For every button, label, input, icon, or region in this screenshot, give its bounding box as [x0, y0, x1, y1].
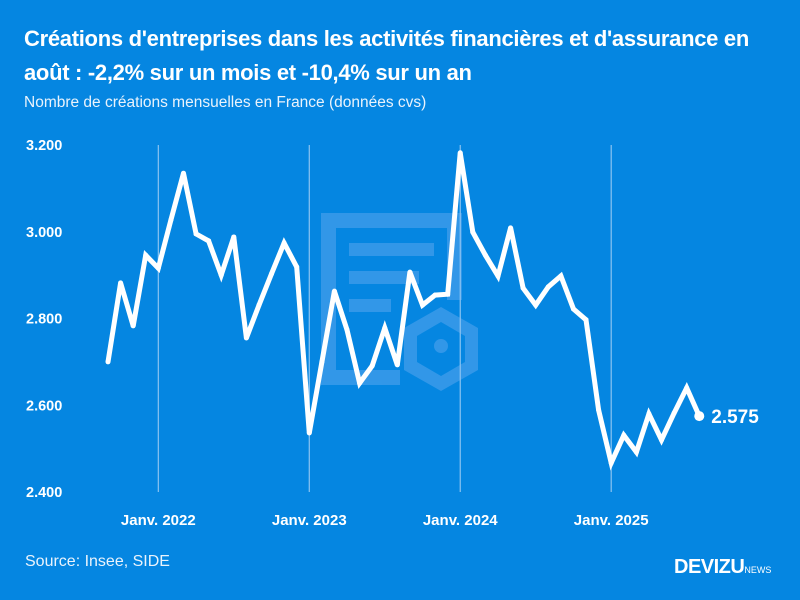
data-point	[558, 273, 564, 279]
data-point	[281, 240, 287, 246]
data-point	[633, 449, 639, 455]
data-point	[382, 325, 388, 331]
data-point	[306, 430, 312, 436]
data-point	[243, 335, 249, 341]
y-tick-label: 2.600	[26, 398, 62, 414]
y-tick-label: 2.800	[26, 312, 62, 328]
y-tick-label: 3.200	[26, 138, 62, 154]
data-point	[130, 323, 136, 329]
data-point	[155, 265, 161, 271]
y-tick-label: 3.000	[26, 225, 62, 241]
data-point	[495, 273, 501, 279]
data-point	[608, 460, 614, 466]
chart-subtitle: Nombre de créations mensuelles en France…	[24, 94, 427, 111]
y-axis-ticks: 3.200 3.000 2.800 2.600 2.400	[26, 138, 62, 501]
chart-title: Créations d'entreprises dans les activit…	[24, 26, 749, 85]
series-points	[105, 150, 702, 466]
data-point	[596, 407, 602, 413]
data-point	[659, 437, 665, 443]
data-point	[508, 225, 514, 231]
data-point	[482, 252, 488, 258]
data-point	[143, 252, 149, 258]
data-point	[432, 292, 438, 298]
data-point	[369, 363, 375, 369]
data-point	[206, 238, 212, 244]
data-point	[545, 284, 551, 290]
source-note: Source: Insee, SIDE	[25, 553, 170, 570]
data-point	[168, 217, 174, 223]
gridlines	[157, 145, 612, 492]
end-value-label: 2.575	[711, 407, 759, 428]
data-point	[218, 272, 224, 278]
devizu-logo: DEVIZUNEWS	[674, 556, 771, 579]
data-point	[256, 302, 262, 308]
data-point	[319, 359, 325, 365]
data-point	[533, 302, 539, 308]
data-point	[294, 264, 300, 270]
data-point	[269, 271, 275, 277]
data-point	[105, 359, 111, 365]
data-point	[583, 317, 589, 323]
data-point	[457, 150, 463, 156]
data-point	[570, 306, 576, 312]
y-tick-label: 2.400	[26, 485, 62, 501]
data-point	[407, 269, 413, 275]
logo-suffix: NEWS	[744, 565, 772, 575]
data-point	[671, 410, 677, 416]
data-point	[180, 170, 186, 176]
data-point	[684, 385, 690, 391]
data-point	[394, 362, 400, 368]
x-tick-label: Janv. 2022	[121, 512, 196, 529]
data-point	[445, 291, 451, 297]
data-point	[470, 229, 476, 235]
data-point	[357, 380, 363, 386]
data-point	[344, 327, 350, 333]
data-point	[520, 285, 526, 291]
data-point	[193, 231, 199, 237]
data-point	[331, 288, 337, 294]
x-tick-label: Janv. 2023	[272, 512, 347, 529]
watermark-logo-icon	[321, 213, 478, 391]
data-point	[420, 302, 425, 308]
x-tick-label: Janv. 2024	[423, 512, 498, 529]
end-point-marker	[694, 411, 705, 422]
data-point	[231, 234, 237, 240]
x-tick-label: Janv. 2025	[574, 512, 649, 529]
x-axis-ticks: Janv. 2022 Janv. 2023 Janv. 2024 Janv. 2025	[121, 512, 649, 529]
data-point	[646, 411, 652, 417]
data-point	[621, 432, 627, 438]
logo-main: DEVIZU	[674, 556, 745, 578]
data-point	[118, 280, 124, 286]
